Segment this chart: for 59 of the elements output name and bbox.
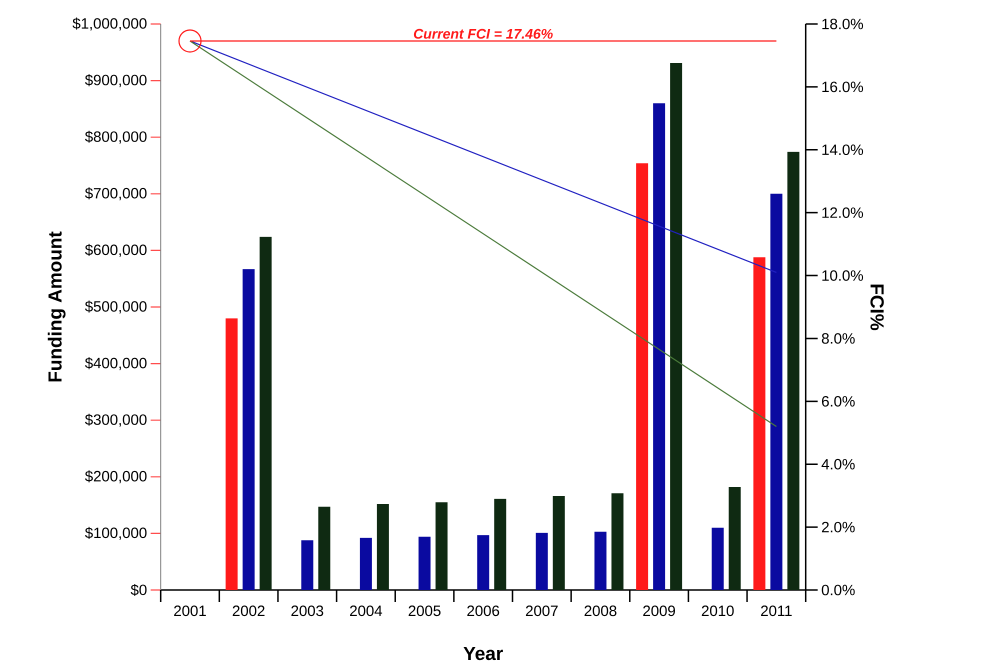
y2-tick-label: 10.0% [822, 270, 864, 281]
bar [728, 486, 741, 590]
y-tick-label: $0 [130, 584, 147, 596]
y2-tick-label: 12.0% [822, 207, 864, 218]
y-tick-label: $600,000 [84, 244, 147, 257]
y2-tick-label: 14.0% [822, 144, 864, 156]
y2-tick-label: 8.0% [822, 333, 855, 344]
x-tick-label: 2004 [350, 606, 382, 616]
y2-tick-label: 6.0% [822, 396, 855, 407]
y-tick-label: $800,000 [84, 130, 147, 144]
bar [376, 504, 389, 590]
y2-tick-label: 0.0% [822, 584, 855, 596]
bar [594, 532, 606, 590]
y-tick-label: $700,000 [84, 187, 147, 200]
bar [611, 493, 624, 590]
y-tick-label: $900,000 [84, 74, 147, 88]
ref-line-label: Current FCI = 17.46% [414, 28, 553, 39]
x-tick-label: 2005 [408, 606, 441, 616]
y2-axis-title: FCI% [870, 284, 884, 330]
x-tick-label: 2001 [174, 606, 206, 616]
y2-tick-label: 2.0% [822, 522, 855, 532]
y-tick-label: $100,000 [84, 526, 147, 540]
bar [436, 502, 448, 590]
bar [494, 498, 506, 590]
bar [318, 506, 330, 590]
x-tick-label: 2010 [702, 606, 734, 616]
bar [636, 163, 648, 590]
bar [260, 236, 272, 590]
bar [536, 532, 548, 590]
bar [477, 535, 490, 590]
bar [226, 318, 238, 590]
y2-tick-label: 4.0% [822, 458, 855, 470]
y-tick-label: $500,000 [84, 300, 147, 314]
x-tick-label: 2003 [291, 606, 324, 616]
y-tick-label: $400,000 [84, 357, 147, 370]
bar [552, 496, 565, 590]
bar [653, 103, 666, 590]
x-tick-label: 2006 [467, 606, 500, 616]
x-tick-label: 2002 [232, 606, 265, 616]
x-tick-label: 2007 [526, 606, 558, 616]
bar [418, 536, 431, 590]
bar [242, 269, 255, 590]
bar [670, 63, 682, 590]
x-tick-label: 2009 [643, 606, 675, 616]
x-axis-title: Year [464, 646, 503, 660]
bar [770, 194, 782, 590]
y-axis-title: Funding Amount [48, 232, 66, 382]
bar [712, 528, 724, 590]
bar [360, 538, 372, 590]
bar [787, 152, 800, 590]
bar [301, 540, 314, 590]
x-tick-label: 2008 [584, 606, 616, 616]
y2-tick-label: 18.0% [822, 18, 864, 30]
y-tick-label: $1,000,000 [72, 18, 147, 30]
y-tick-label: $300,000 [84, 414, 147, 427]
bar [753, 257, 766, 590]
x-tick-label: 2011 [761, 606, 792, 616]
y-tick-label: $200,000 [84, 470, 147, 484]
y2-tick-label: 16.0% [822, 82, 864, 92]
